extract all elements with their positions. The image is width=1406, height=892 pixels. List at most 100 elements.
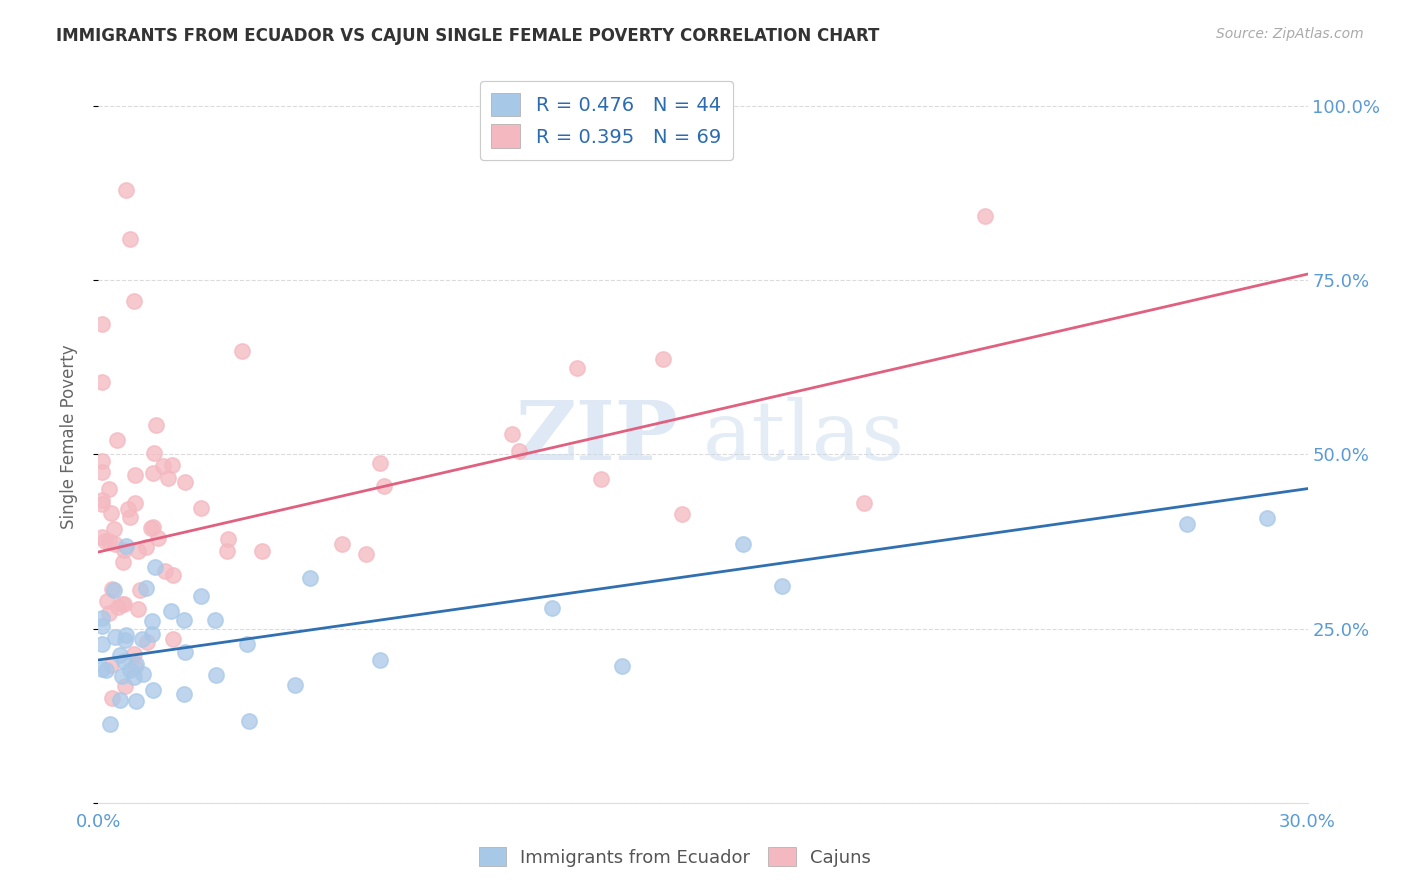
Point — [91, 662, 114, 676]
Point — [217, 543, 239, 558]
Point — [373, 479, 395, 493]
Point — [141, 682, 163, 697]
Point — [541, 600, 564, 615]
Point — [124, 467, 146, 482]
Point — [118, 231, 141, 245]
Point — [567, 360, 589, 375]
Point — [190, 500, 212, 515]
Point — [162, 568, 184, 582]
Point — [103, 522, 125, 536]
Point — [1256, 510, 1278, 524]
Point — [124, 660, 146, 674]
Point — [97, 606, 120, 620]
Point — [733, 537, 755, 551]
Point — [127, 543, 149, 558]
Point — [508, 444, 530, 458]
Point — [91, 492, 114, 507]
Point — [103, 583, 125, 598]
Legend: Immigrants from Ecuador, Cajuns: Immigrants from Ecuador, Cajuns — [471, 840, 879, 874]
Point — [141, 627, 163, 641]
Point — [114, 632, 136, 647]
Point — [299, 571, 322, 585]
Point — [238, 714, 260, 728]
Point — [91, 637, 114, 651]
Point — [100, 691, 122, 706]
Point — [114, 679, 136, 693]
Point — [131, 667, 153, 681]
Point — [112, 555, 135, 569]
Text: atlas: atlas — [703, 397, 905, 477]
Point — [91, 611, 114, 625]
Point — [173, 687, 195, 701]
Point — [501, 427, 523, 442]
Point — [100, 506, 122, 520]
Point — [135, 581, 157, 595]
Point — [91, 317, 114, 331]
Point — [98, 533, 121, 548]
Point — [91, 497, 114, 511]
Point — [100, 657, 122, 672]
Point — [114, 654, 136, 668]
Point — [252, 543, 274, 558]
Point — [354, 548, 377, 562]
Point — [98, 716, 121, 731]
Point — [142, 446, 165, 460]
Point — [131, 632, 153, 647]
Point — [91, 375, 114, 389]
Point — [127, 602, 149, 616]
Point — [330, 537, 353, 551]
Point — [124, 670, 146, 684]
Point — [105, 433, 128, 447]
Point — [128, 583, 150, 598]
Point — [117, 501, 139, 516]
Point — [651, 352, 673, 367]
Point — [204, 613, 226, 627]
Point — [91, 466, 114, 480]
Point — [235, 637, 257, 651]
Point — [159, 604, 181, 618]
Point — [145, 417, 167, 432]
Point — [118, 509, 141, 524]
Point — [111, 597, 134, 611]
Point — [205, 667, 228, 681]
Point — [139, 521, 162, 535]
Point — [136, 635, 159, 649]
Point — [110, 693, 132, 707]
Point — [124, 657, 146, 672]
Point — [104, 537, 127, 551]
Point — [152, 458, 174, 473]
Point — [120, 663, 142, 677]
Point — [94, 663, 117, 677]
Point — [173, 613, 195, 627]
Point — [146, 531, 169, 545]
Point — [142, 466, 165, 480]
Point — [112, 543, 135, 558]
Point — [111, 668, 134, 682]
Point — [162, 458, 184, 473]
Point — [612, 658, 634, 673]
Point — [107, 599, 129, 614]
Point — [101, 582, 124, 596]
Point — [589, 472, 612, 486]
Point — [94, 533, 117, 548]
Point — [97, 482, 120, 496]
Point — [141, 614, 163, 628]
Point — [1175, 517, 1198, 532]
Point — [974, 210, 997, 224]
Point — [231, 343, 253, 358]
Point — [770, 580, 793, 594]
Point — [142, 519, 165, 533]
Point — [115, 539, 138, 553]
Point — [125, 693, 148, 707]
Point — [143, 560, 166, 574]
Point — [124, 496, 146, 510]
Legend: R = 0.476   N = 44, R = 0.395   N = 69: R = 0.476 N = 44, R = 0.395 N = 69 — [479, 81, 733, 160]
Point — [853, 496, 876, 510]
Point — [91, 453, 114, 467]
Point — [368, 456, 391, 470]
Point — [96, 594, 118, 608]
Point — [217, 532, 239, 546]
Point — [112, 597, 135, 611]
Point — [91, 619, 114, 633]
Text: ZIP: ZIP — [516, 397, 679, 477]
